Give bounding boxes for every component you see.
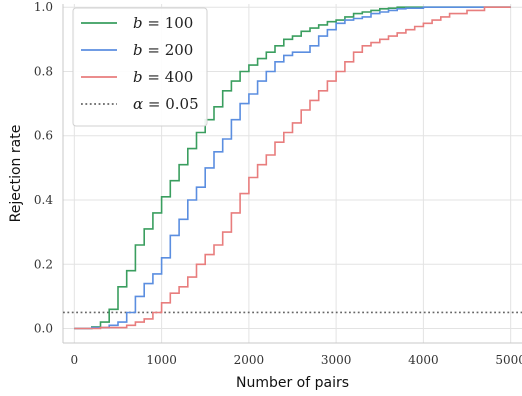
legend-label: α = 0.05 xyxy=(133,95,199,113)
x-tick-label: 3000 xyxy=(321,353,352,367)
axes xyxy=(62,4,522,344)
x-axis-title: Number of pairs xyxy=(236,375,349,391)
y-tick-label: 0.8 xyxy=(34,64,53,78)
x-tick-label: 2000 xyxy=(234,353,265,367)
series-line-b-400 xyxy=(74,6,511,330)
grid-lines xyxy=(63,4,522,343)
legend-label: b = 200 xyxy=(133,41,193,59)
legend-box xyxy=(72,7,208,127)
legend: b = 100 b = 200 b = 400 α = 0.05 xyxy=(72,7,208,127)
y-tick-label: 0.0 xyxy=(34,322,53,336)
series-line-b-100 xyxy=(74,6,511,330)
y-tick-label: 0.6 xyxy=(34,129,53,143)
x-tick-label: 4000 xyxy=(408,353,439,367)
y-tick-label: 1.0 xyxy=(34,0,53,14)
x-tick-label: 1000 xyxy=(146,353,177,367)
legend-label: b = 400 xyxy=(133,68,193,86)
series-line-b-200 xyxy=(74,6,511,330)
y-tick-label: 0.2 xyxy=(34,257,53,271)
series-lines xyxy=(74,6,511,330)
legend-label: b = 100 xyxy=(133,14,193,32)
y-axis-title: Rejection rate xyxy=(8,125,24,223)
x-tick-label: 0 xyxy=(71,353,79,367)
y-tick-label: 0.4 xyxy=(34,193,53,207)
